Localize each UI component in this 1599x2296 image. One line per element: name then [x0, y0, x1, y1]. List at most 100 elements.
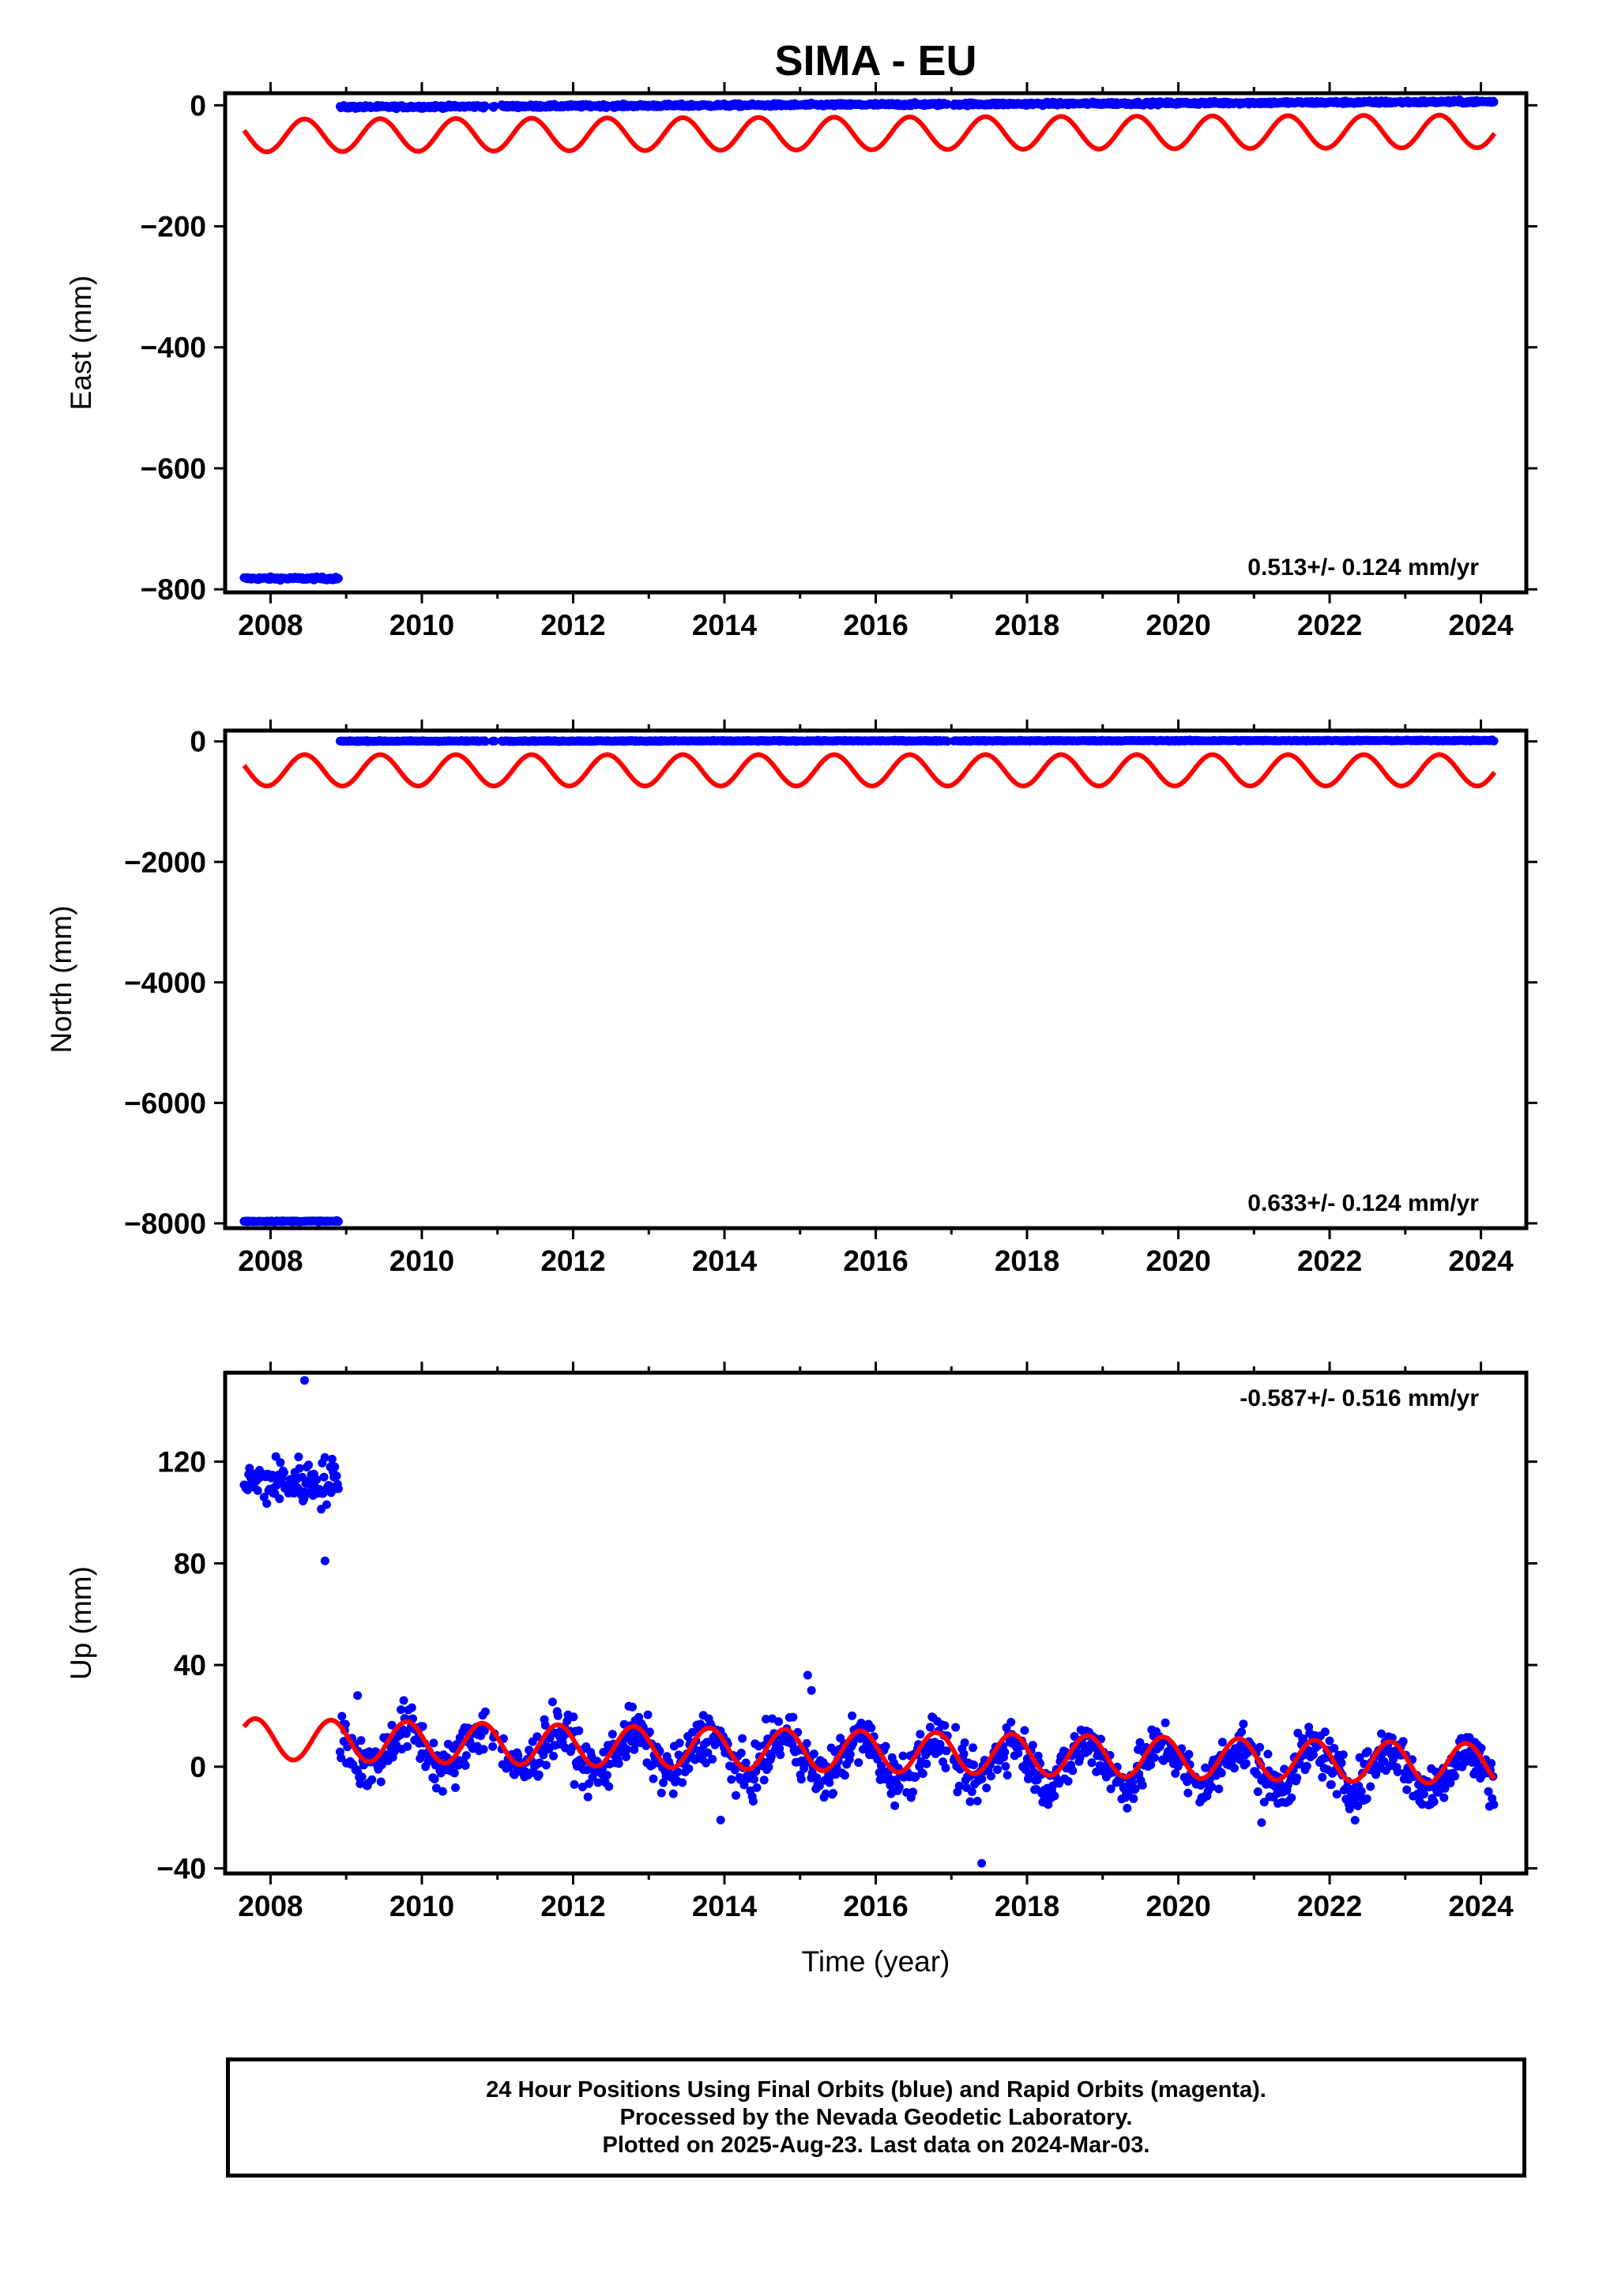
data-point [973, 1796, 982, 1806]
data-point [253, 1486, 262, 1495]
data-point [1393, 1767, 1402, 1776]
data-point [332, 1471, 341, 1481]
data-point [583, 1792, 593, 1802]
data-point [890, 1801, 900, 1810]
data-point [330, 1462, 340, 1471]
data-point [1128, 1778, 1138, 1787]
data-point [829, 1789, 837, 1798]
data-point [1252, 1769, 1262, 1779]
data-point [1402, 1785, 1412, 1794]
data-point [525, 1745, 534, 1755]
outlier-point [807, 1685, 816, 1695]
data-point [430, 1775, 439, 1783]
data-point [541, 1761, 551, 1770]
y-tick-label: −6000 [124, 1087, 206, 1119]
data-point [322, 1500, 331, 1509]
data-point [703, 1748, 713, 1757]
data-point [1087, 1758, 1097, 1768]
data-point [418, 1722, 427, 1731]
data-point [702, 1738, 712, 1747]
model-fit-line [242, 1716, 1497, 1786]
model-fit-line [242, 752, 1497, 789]
data-point [461, 1751, 471, 1761]
data-point [657, 1788, 666, 1798]
data-point [614, 1759, 623, 1768]
data-point [1044, 1800, 1053, 1809]
caption-line-1: 24 Hour Positions Using Final Orbits (bl… [486, 2076, 1266, 2102]
data-point [825, 1778, 834, 1787]
data-point [1161, 1718, 1170, 1727]
data-point [960, 1738, 969, 1747]
data-point [271, 1452, 280, 1461]
data-point [1255, 1742, 1265, 1752]
data-point [599, 1747, 608, 1757]
data-point [1299, 1734, 1308, 1743]
data-point [1241, 1759, 1251, 1768]
data-point [1420, 1790, 1428, 1798]
data-point [702, 1758, 711, 1768]
data-point [337, 1712, 347, 1721]
data-point [1371, 1770, 1381, 1779]
x-tick-label: 2008 [238, 1245, 303, 1277]
data-point [1446, 1779, 1455, 1787]
data-point [643, 1710, 653, 1719]
data-point [1003, 1771, 1012, 1779]
data-point [986, 1772, 995, 1781]
data-point [280, 1467, 288, 1477]
x-tick-label: 2024 [1448, 609, 1514, 641]
data-point [942, 1746, 951, 1756]
data-point [1129, 1794, 1138, 1803]
data-point [628, 1702, 637, 1712]
data-point [367, 1775, 377, 1784]
y-axis-label: North (mm) [45, 905, 77, 1053]
x-tick-label: 2014 [692, 1890, 758, 1922]
data-point [1106, 1784, 1116, 1794]
data-point [1006, 1718, 1016, 1727]
data-point [673, 1767, 683, 1776]
data-point [922, 1759, 931, 1768]
y-axis-label: Up (mm) [65, 1566, 97, 1680]
data-point [736, 1749, 746, 1757]
x-tick-label: 2014 [692, 609, 758, 641]
data-point [547, 1697, 557, 1707]
data-point [438, 1787, 447, 1796]
data-point [357, 1772, 367, 1782]
data-point [1292, 1773, 1302, 1783]
data-point [622, 1752, 630, 1761]
data-point [377, 1761, 386, 1769]
data-point [1092, 1767, 1101, 1776]
data-point [1171, 1768, 1180, 1778]
data-point [1183, 1788, 1193, 1798]
x-tick-label: 2012 [540, 609, 605, 641]
data-point [1379, 1757, 1389, 1766]
data-point [1028, 1741, 1037, 1750]
velocity-annotation: 0.513+/- 0.124 mm/yr [1247, 554, 1479, 581]
data-point [738, 1734, 747, 1743]
data-point [539, 1750, 548, 1760]
data-point [320, 1452, 329, 1462]
outlier-point [1257, 1818, 1266, 1828]
data-point [1029, 1768, 1038, 1777]
data-point [490, 101, 499, 111]
data-point [659, 1778, 668, 1787]
data-point [727, 1775, 736, 1784]
data-point [1068, 1766, 1078, 1776]
data-point [540, 1720, 550, 1730]
data-point [898, 1751, 908, 1761]
data-point [752, 1783, 762, 1792]
outlier-point [320, 1556, 329, 1565]
x-tick-label: 2018 [995, 1245, 1059, 1277]
y-tick-label: −800 [141, 573, 206, 606]
data-point [909, 1787, 918, 1797]
data-point [965, 1797, 975, 1806]
data-point [397, 1705, 405, 1715]
data-point [854, 1758, 863, 1768]
data-point [867, 1723, 876, 1733]
data-point [298, 1472, 307, 1482]
data-point [262, 1499, 272, 1509]
caption-box: 24 Hour Positions Using Final Orbits (bl… [226, 2057, 1526, 2178]
data-point [845, 1749, 855, 1759]
data-point [925, 1723, 935, 1732]
data-point [312, 1475, 322, 1484]
